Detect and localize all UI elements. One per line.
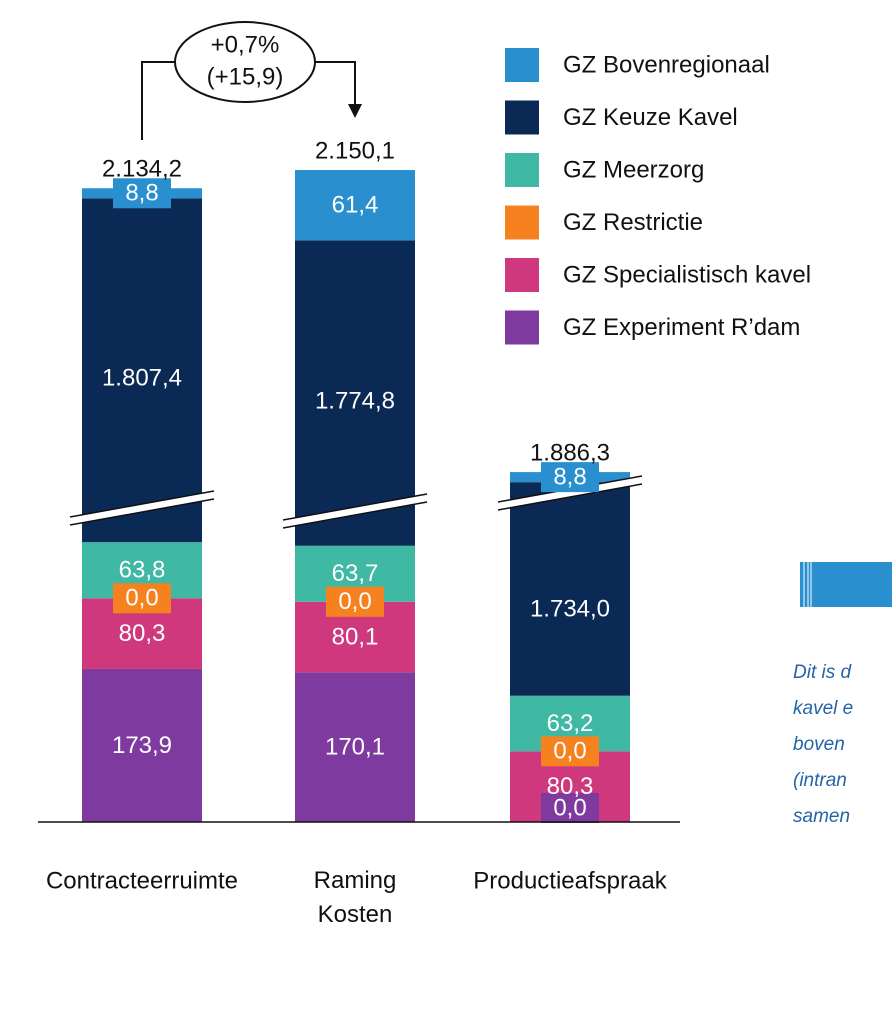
value-label: 173,9 — [112, 732, 172, 759]
side-note: Dit is d — [793, 662, 853, 683]
annotation-connector — [141, 61, 356, 140]
value-label: 8,8 — [553, 463, 586, 490]
note-icon — [800, 562, 892, 607]
side-note: kavel e — [793, 698, 853, 719]
axis-break-line — [69, 490, 215, 518]
legend-swatch — [505, 153, 539, 187]
side-note: samen — [793, 806, 850, 827]
legend-label: GZ Experiment R’dam — [563, 314, 800, 341]
bar-segment — [510, 482, 630, 696]
annotation-bubble — [174, 21, 316, 103]
legend-label: GZ Meerzorg — [563, 156, 704, 183]
value-label: 8,8 — [125, 180, 158, 207]
value-label: 1.734,0 — [530, 595, 610, 622]
arrowhead — [348, 104, 362, 118]
legend-swatch — [505, 48, 539, 82]
label-box — [541, 462, 599, 493]
legend-label: GZ Specialistisch kavel — [563, 261, 811, 288]
value-label: 80,3 — [547, 773, 594, 800]
axis-break-line — [282, 501, 428, 529]
axis-break — [283, 494, 427, 528]
legend-label: GZ Bovenregionaal — [563, 51, 770, 78]
side-note: (intran — [793, 770, 847, 791]
axis-break-line — [69, 498, 215, 526]
label-box — [113, 178, 171, 209]
axis-break-line — [282, 493, 428, 521]
total-label: 1.886,3 — [530, 439, 610, 466]
value-label: 1.807,4 — [102, 365, 182, 392]
label-box — [326, 586, 384, 617]
bar-segment — [82, 198, 202, 543]
legend-label: GZ Restrictie — [563, 209, 703, 236]
axis-break — [70, 491, 214, 525]
label-box — [541, 793, 599, 823]
axis-break-line — [497, 483, 643, 511]
bar-segment — [82, 668, 202, 822]
legend-swatch — [505, 100, 539, 135]
value-label: 0,0 — [553, 794, 586, 821]
legend-swatch — [505, 310, 539, 345]
value-label: 1.774,8 — [315, 387, 395, 414]
legend-swatch — [505, 205, 539, 240]
annotation-text: +0,7% — [211, 31, 280, 58]
value-label: 170,1 — [325, 733, 385, 760]
legend-label: GZ Keuze Kavel — [563, 104, 738, 131]
bar-segment — [295, 672, 415, 822]
total-label: 2.150,1 — [315, 137, 395, 164]
label-box — [541, 736, 599, 767]
value-label: 63,8 — [119, 557, 166, 584]
value-label: 80,3 — [119, 620, 166, 647]
value-label: 63,7 — [332, 560, 379, 587]
bar-segment — [295, 170, 415, 241]
x-tick-label: Raming Kosten — [314, 867, 397, 928]
value-label: 61,4 — [332, 192, 379, 219]
value-label: 63,2 — [547, 710, 594, 737]
bar-segment — [295, 240, 415, 546]
label-box — [113, 583, 171, 614]
side-note: boven — [793, 734, 845, 755]
value-label: 0,0 — [553, 738, 586, 765]
annotation-text: (+15,9) — [207, 63, 284, 90]
value-label: 80,1 — [332, 623, 379, 650]
value-label: 0,0 — [338, 588, 371, 615]
legend-swatch — [505, 258, 539, 292]
axis-break — [498, 476, 642, 510]
value-label: 0,0 — [125, 585, 158, 612]
x-tick-label: Productieafspraak — [473, 867, 667, 894]
x-tick-label: Contracteerruimte — [46, 867, 238, 894]
total-label: 2.134,2 — [102, 156, 182, 183]
